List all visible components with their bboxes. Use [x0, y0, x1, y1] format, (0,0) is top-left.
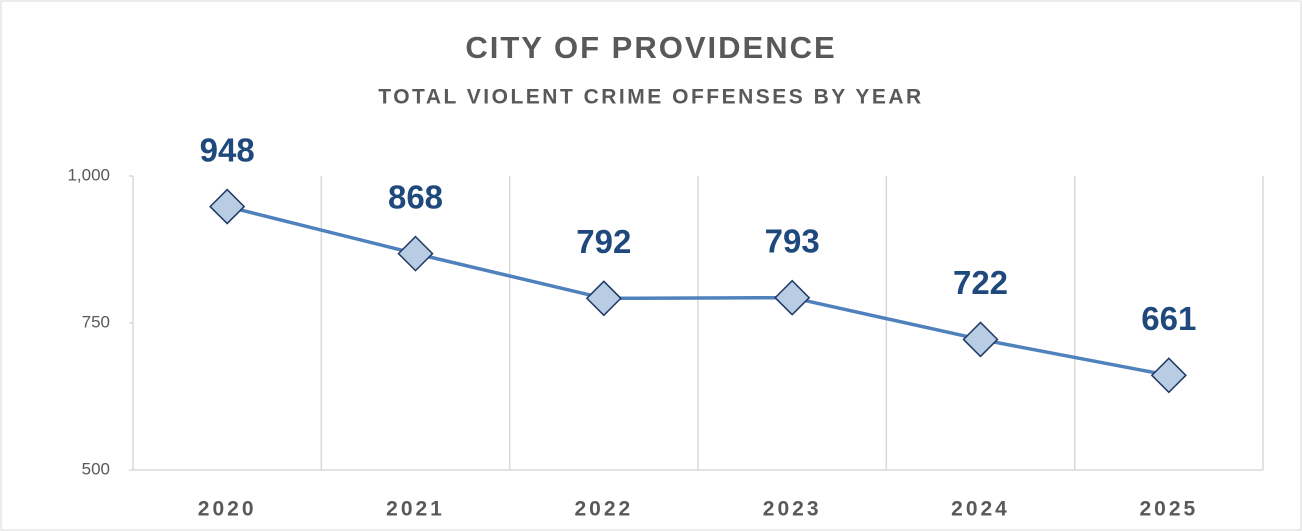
data-label: 661	[1141, 300, 1196, 337]
data-marker	[962, 321, 999, 358]
y-tick-label: 500	[82, 459, 110, 478]
data-label: 868	[388, 178, 443, 215]
data-label: 948	[200, 131, 255, 168]
data-label: 792	[576, 223, 631, 260]
data-marker	[774, 279, 811, 316]
data-marker	[585, 280, 622, 317]
x-tick-label: 2021	[386, 498, 445, 521]
x-tick-label: 2022	[574, 498, 633, 521]
y-tick-label: 1,000	[67, 165, 110, 184]
y-tick-label: 750	[82, 312, 110, 331]
data-label: 722	[953, 264, 1008, 301]
x-tick-label: 2024	[951, 498, 1010, 521]
x-tick-label: 2023	[763, 498, 822, 521]
data-line	[226, 204, 1170, 378]
x-tick-label: 2025	[1139, 498, 1198, 521]
data-marker	[397, 235, 434, 272]
chart-subtitle: TOTAL VIOLENT CRIME OFFENSES BY YEAR	[378, 86, 923, 109]
chart-title: CITY OF PROVIDENCE	[465, 30, 836, 65]
data-label: 793	[765, 222, 820, 259]
data-marker	[209, 188, 246, 225]
x-tick-label: 2020	[198, 498, 257, 521]
data-marker	[1150, 357, 1187, 394]
